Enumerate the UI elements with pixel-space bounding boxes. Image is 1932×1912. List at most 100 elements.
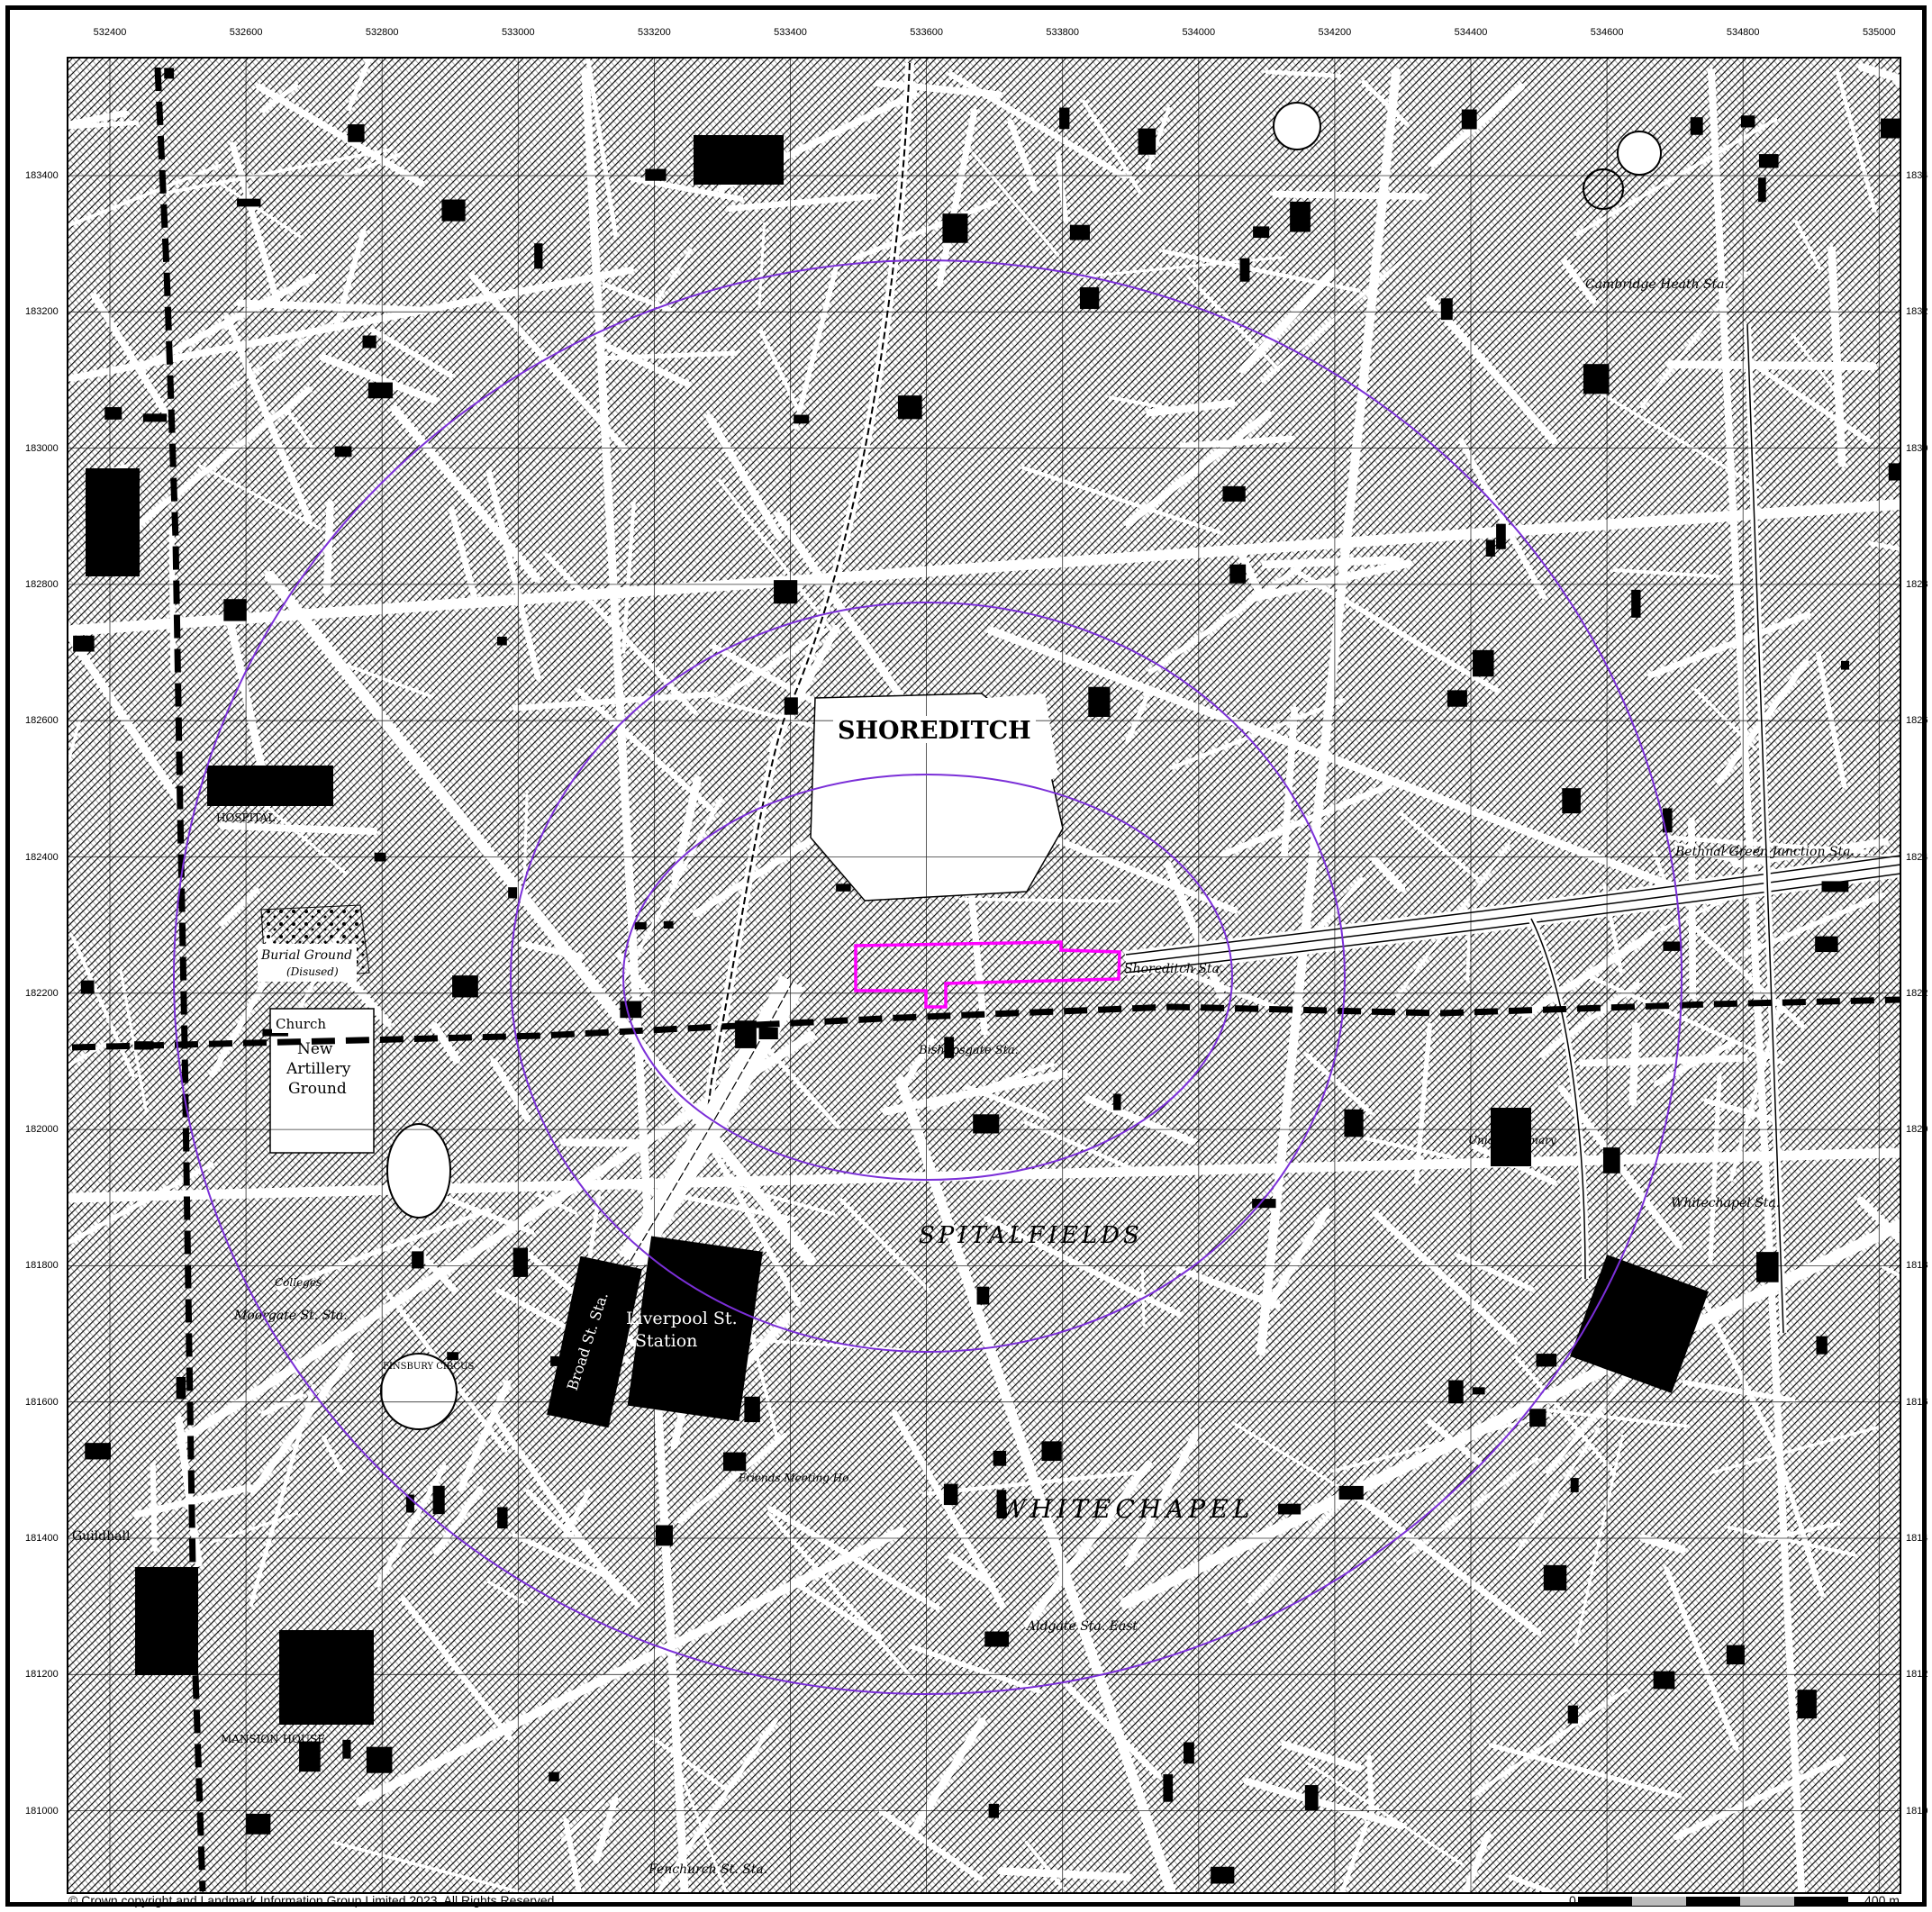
street [343,151,404,177]
northing-tick-left: 182200 [25,987,59,999]
street [1561,258,1597,304]
street [1413,1022,1433,1184]
street [1265,69,1342,78]
building [1567,1705,1578,1724]
northing-tick-right: 1810 [1906,1805,1928,1817]
easting-tick: 534600 [1590,27,1624,38]
street [448,506,479,604]
building [993,1450,1007,1466]
street [1145,106,1171,171]
street [467,272,628,452]
street [1084,1094,1196,1146]
street [1266,1207,1331,1307]
street [249,1384,316,1608]
building [1631,589,1641,618]
street [705,413,783,540]
street [1398,811,1480,882]
building [176,1377,186,1400]
building [1041,1441,1062,1462]
street [1235,545,1265,600]
street [676,1432,788,1524]
street [1055,151,1069,224]
street [1350,1491,1542,1636]
building [1183,1742,1194,1764]
street [132,386,313,530]
building [1815,936,1838,953]
building [1138,128,1156,155]
street [1125,688,1153,744]
street [1304,1053,1373,1115]
building [246,1813,271,1835]
street [68,120,140,130]
northing-tick-left: 183000 [25,442,59,454]
building [334,446,352,458]
street [1654,1039,1736,1087]
street [1731,838,1889,868]
street [1508,1874,1561,1893]
street [390,404,540,583]
street [1296,570,1501,694]
street [1857,63,1900,84]
easting-tick: 534200 [1318,27,1352,38]
building [744,1396,760,1423]
building [1079,286,1100,310]
building [1653,1671,1675,1690]
street [1612,568,1720,579]
building [722,1452,747,1472]
broad-street-station [547,1255,642,1428]
street [369,327,454,379]
label-colleges: Colleges [275,1276,322,1289]
street [68,1162,214,1246]
street [1664,1566,1739,1751]
street [430,1022,461,1065]
main-road [265,571,816,1266]
label-shoreditch-sta: Shoreditch Sta. [1124,962,1223,976]
building [1222,485,1246,502]
site-boundary[interactable] [854,940,1121,1009]
northing-tick-left: 181800 [25,1260,59,1272]
building [1740,115,1755,128]
northing-tick-right: 1826 [1906,715,1928,727]
building [620,1001,642,1019]
northing-tick-left: 182400 [25,851,59,863]
building [73,635,95,652]
railways [619,62,1900,1334]
street [1146,399,1236,417]
main-road [895,1075,1176,1893]
building [348,124,365,142]
street [1574,1435,1624,1650]
building [1163,1774,1174,1802]
street [1162,962,1283,1012]
street [676,1762,729,1893]
building [758,1028,778,1040]
street [1023,1460,1153,1629]
building [497,1507,508,1529]
northing-tick-left: 181200 [25,1669,59,1681]
street [882,1069,1068,1116]
street [1032,828,1238,914]
label-new-artillery-3: Ground [288,1080,347,1098]
label-friends-meeting: Friends Meeting Ho. [738,1472,852,1484]
street [651,1736,730,1793]
street [68,109,129,129]
finsbury-circus [380,1353,458,1430]
street [1640,271,1748,409]
building [550,1355,559,1366]
street [1514,1355,1616,1475]
street [332,1841,529,1893]
building [512,1247,529,1277]
northing-tick-left: 183200 [25,306,59,318]
street [1262,556,1401,569]
label-fenchurch: Fenchurch St. Sta. [648,1862,767,1877]
street [1306,1762,1465,1867]
easting-tick: 534800 [1726,27,1760,38]
gasholder-3 [1583,168,1624,210]
label-disused: (Disused) [286,965,339,978]
label-bethnal-green: Bethnal Green Junction Sta. [1674,845,1855,859]
label-shoreditch: SHOREDITCH [838,717,1031,745]
building [1113,1093,1121,1110]
street [851,199,999,261]
street [68,716,83,771]
building [1881,118,1900,139]
